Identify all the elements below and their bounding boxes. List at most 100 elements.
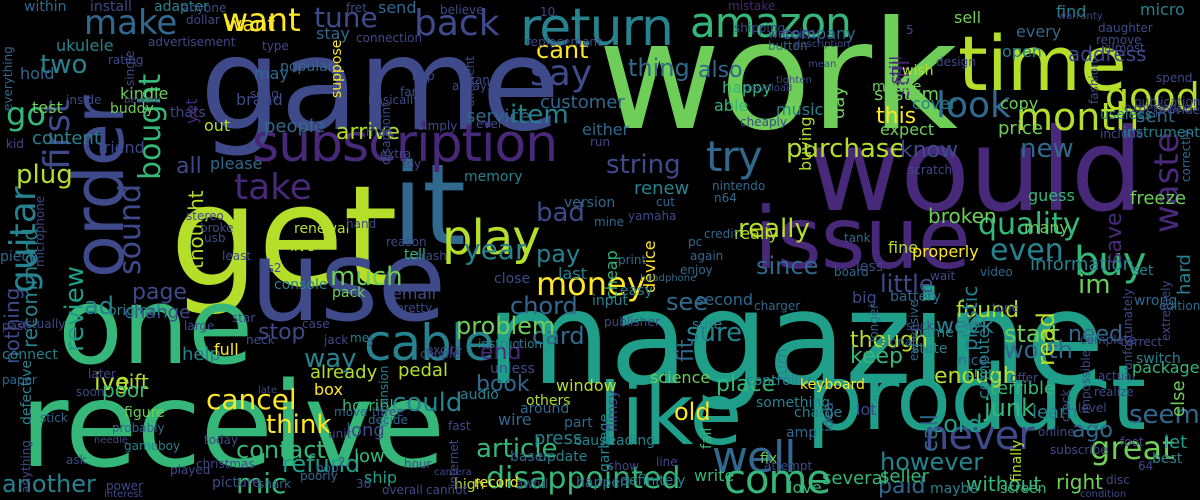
word-stay: stay	[316, 24, 350, 43]
word-large: large	[184, 319, 215, 333]
word-write: write	[694, 466, 735, 485]
word-cut: cut	[656, 195, 675, 209]
word-fashion: fashion	[1087, 60, 1101, 104]
word-company: company	[782, 24, 856, 43]
word-great: great	[1090, 429, 1175, 467]
word-name: name	[914, 325, 954, 341]
word-high: high	[454, 477, 485, 493]
word-remove: remove	[1096, 33, 1142, 47]
word-fine: fine	[888, 238, 919, 257]
word-receive: receive	[20, 356, 445, 494]
word-freeze: freeze	[1130, 188, 1187, 209]
word-something: something	[756, 395, 831, 411]
word-plug: plug	[16, 160, 73, 190]
word-horrible: horrible	[342, 396, 404, 415]
word-today: today	[204, 433, 239, 447]
word-many: many	[1024, 218, 1069, 237]
word-end: end	[480, 340, 522, 365]
word-toy: toy	[402, 157, 422, 171]
word-publication: publication	[1134, 95, 1200, 109]
word-stand: stand	[464, 73, 498, 87]
word-ago: ago	[1072, 418, 1113, 443]
word-unfortunately: unfortunately	[1121, 288, 1135, 370]
word-contact: contact	[236, 436, 326, 464]
word-string: string	[606, 150, 681, 180]
word-overall: overall	[382, 483, 423, 497]
word-renew: renew	[634, 178, 690, 199]
word-daughter: daughter	[1098, 21, 1153, 35]
word-download: download	[744, 83, 793, 94]
word-think: think	[266, 410, 332, 440]
word-charger: charger	[754, 299, 801, 313]
word-beware: beware	[124, 95, 161, 106]
word-amazon: amazon	[690, 0, 852, 47]
word-nice: nice	[958, 353, 988, 369]
word-version: version	[564, 195, 616, 211]
word-package: package	[1132, 358, 1200, 377]
word-information: information	[1030, 254, 1134, 275]
word-decide: decide	[368, 413, 408, 427]
word-money: money	[536, 265, 646, 303]
word-print: print	[618, 253, 647, 267]
word-live: live	[290, 239, 315, 255]
word-instruction: instruction	[478, 337, 543, 351]
word-simply: simply	[418, 119, 458, 133]
word-3: 3	[366, 335, 374, 349]
word-nintendo: nintendo	[712, 179, 766, 193]
word-time: time	[958, 19, 1127, 108]
word-signal: signal	[880, 335, 916, 349]
word-crap: crap	[966, 365, 997, 381]
word-know: know	[900, 138, 959, 163]
word-chord: chord	[510, 292, 578, 320]
word-little: little	[880, 270, 934, 298]
word-video: video	[980, 265, 1013, 279]
word-also: also	[698, 58, 743, 83]
word-run: run	[590, 135, 611, 149]
word-page: page	[132, 280, 187, 305]
word-probably: probably	[112, 421, 165, 435]
word-description: description	[794, 39, 850, 50]
word-believe: believe	[440, 3, 484, 17]
word-start: start	[1004, 320, 1060, 348]
word-level: level	[1078, 401, 1107, 415]
word-friend: friend	[98, 138, 145, 157]
word-tighten: tighten	[776, 75, 812, 86]
word-all: all	[176, 154, 202, 179]
word-provide: provide	[1155, 103, 1200, 117]
word-5: 5	[906, 23, 914, 37]
word-month: month	[1016, 95, 1140, 139]
word-learn: learn	[1032, 402, 1078, 423]
word-within: within	[24, 0, 67, 15]
word-board: board	[834, 265, 869, 279]
word-power: power	[106, 479, 144, 493]
word-foot: foot	[1120, 435, 1144, 449]
word-show: show	[608, 459, 640, 473]
word-move: move	[334, 405, 368, 419]
word-yamaha: yamaha	[628, 209, 677, 223]
word-unless: unless	[490, 361, 535, 377]
word-would: would	[808, 104, 1143, 237]
word-credit: credit	[704, 227, 739, 241]
word-quality: quality	[978, 207, 1081, 242]
word-correctly: correctly	[1179, 129, 1193, 182]
word-suppose: suppose	[329, 39, 345, 98]
word-article: article	[476, 434, 558, 464]
word-sure: sure	[686, 318, 743, 348]
word-ask: ask	[66, 453, 87, 467]
word-case: case	[302, 317, 330, 331]
word-actually: actually	[18, 317, 66, 331]
word-second: second	[696, 290, 754, 309]
word-open: open	[1002, 42, 1042, 61]
word-song: song	[250, 87, 279, 101]
word-instrument: instrument	[1123, 125, 1200, 141]
word-battery: battery	[890, 289, 942, 305]
word-happy: happy	[722, 78, 772, 97]
word-scratch: scratch	[908, 163, 953, 177]
word-extremely: extremely	[1159, 280, 1173, 341]
word-worth: worth	[1004, 336, 1073, 364]
word-me: me	[350, 331, 370, 345]
word-renewal: renewal	[294, 221, 350, 237]
word-ukulele: ukulele	[56, 36, 114, 55]
word-pack: pack	[332, 285, 366, 301]
word-out: out	[204, 116, 231, 135]
